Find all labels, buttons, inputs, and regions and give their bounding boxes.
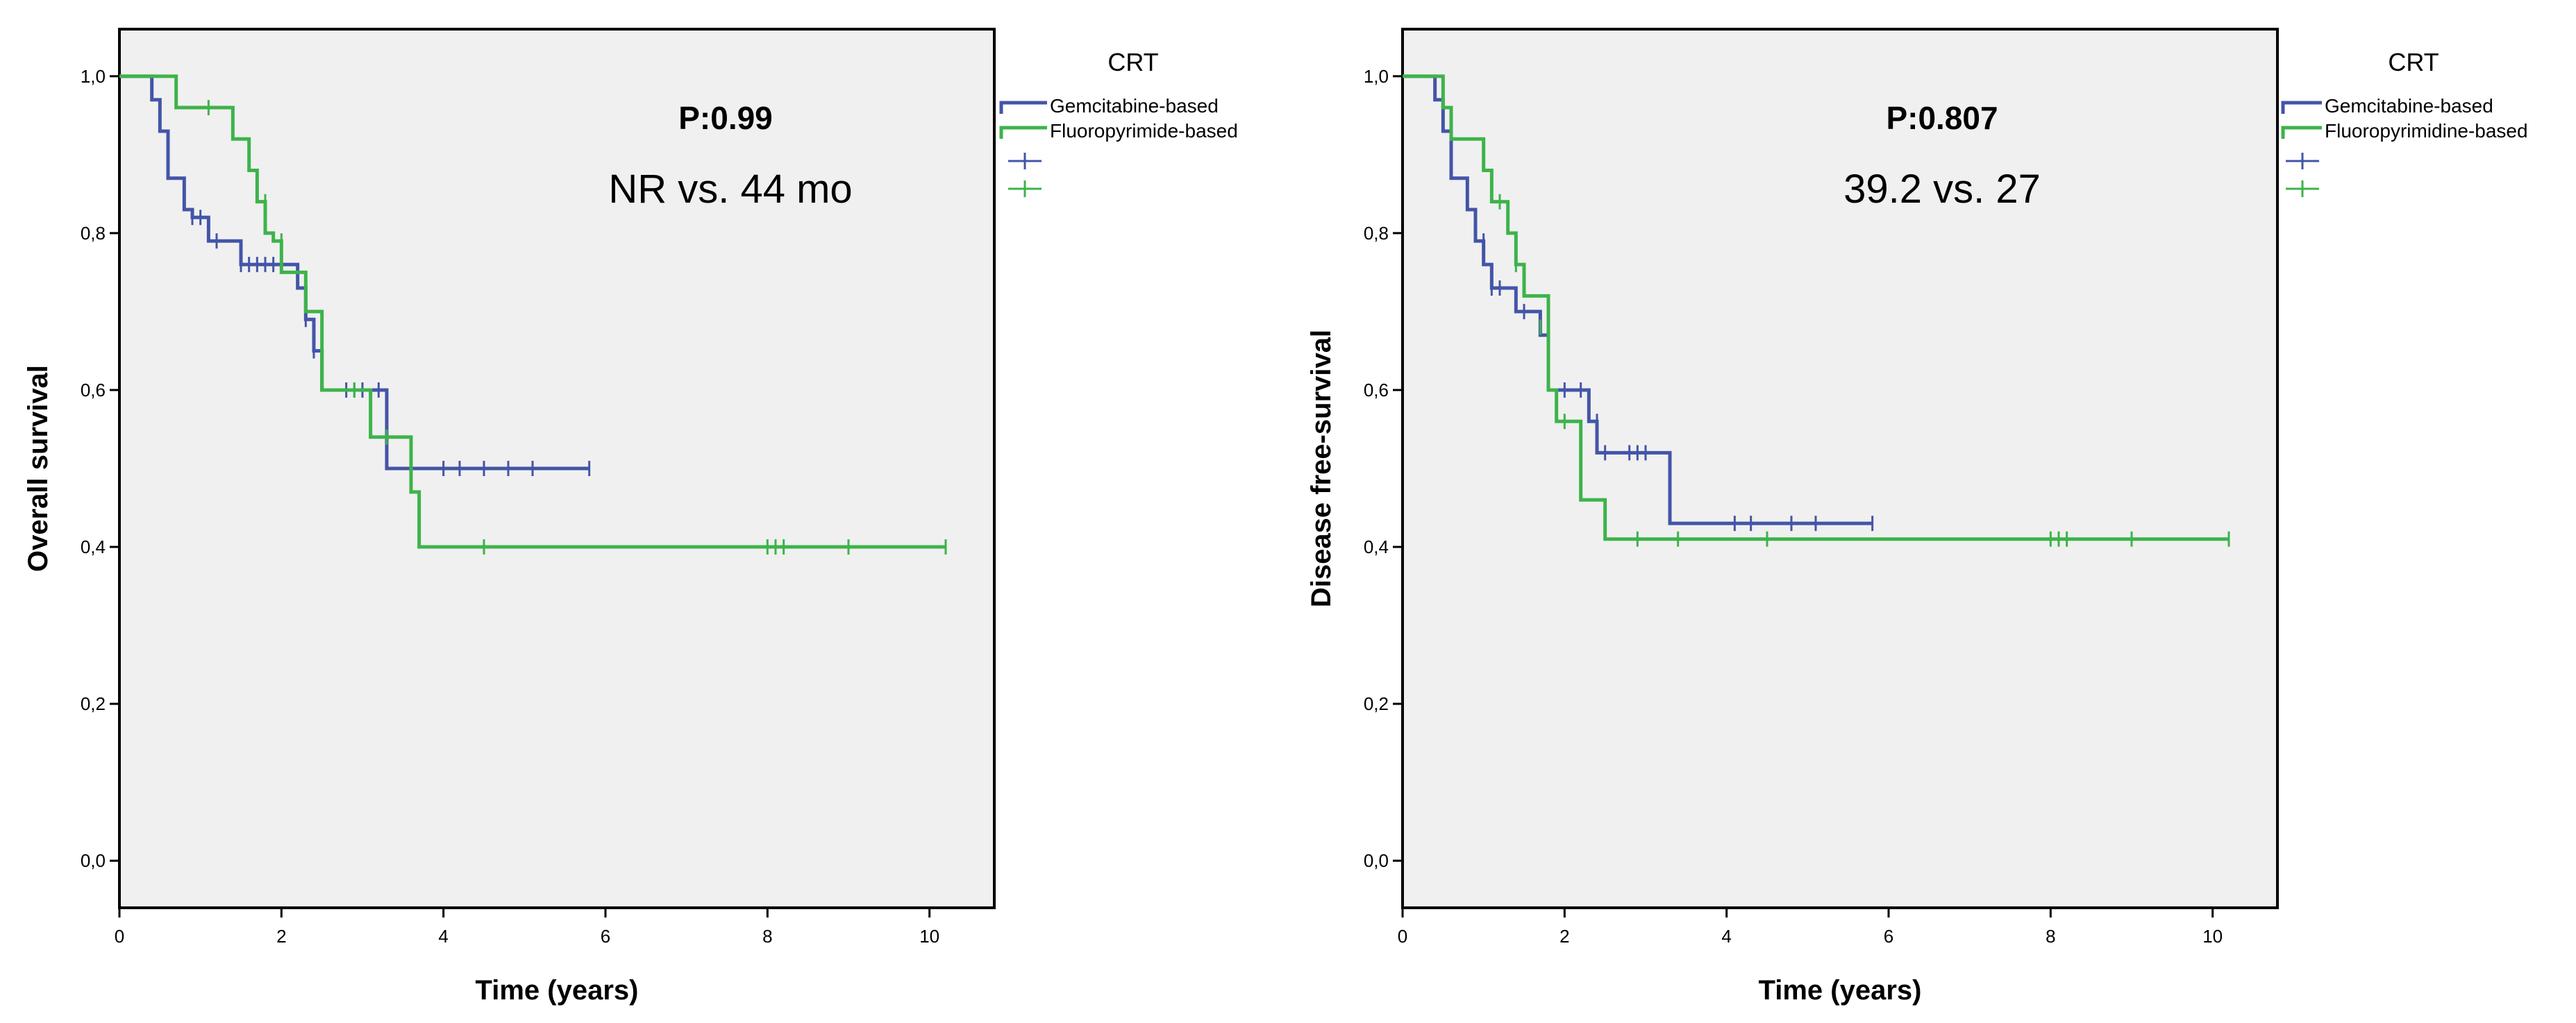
legend-label-fluoropyrimide: Fluoropyrimide-based [1050, 120, 1238, 142]
x-tick-label: 10 [2202, 926, 2223, 947]
x-tick-label: 4 [438, 926, 448, 947]
y-tick-label: 0,8 [81, 223, 106, 244]
y-tick-label: 0,2 [81, 693, 106, 714]
legend-swatch-gemcitabine [999, 101, 1047, 114]
y-tick-label: 0,8 [1364, 223, 1389, 244]
chart-panel-overall-survival: 0,0 0,2 0,4 0,6 0,8 1,0 0 2 4 6 8 10 Overall survi… [23, 28, 1238, 1006]
y-tick-label: 0,4 [1364, 536, 1389, 557]
y-axis: 0,0 0,2 0,4 0,6 0,8 1,0 [81, 66, 119, 871]
y-tick-label: 0,0 [1364, 850, 1389, 871]
y-tick-label: 0,0 [81, 850, 106, 871]
survival-curves [1403, 74, 2230, 547]
legend-item-gemcitabine: Gemcitabine-based [999, 95, 1219, 117]
legend-item-censored-fluoropyrimide [1008, 180, 1042, 197]
x-axis: 0 2 4 6 8 10 [115, 908, 939, 947]
y-tick-label: 1,0 [81, 66, 106, 87]
x-tick-label: 10 [919, 926, 939, 947]
x-tick-label: 2 [1559, 926, 1569, 947]
x-tick-label: 0 [1398, 926, 1407, 947]
legend-item-censored-gemcitabine [1008, 153, 1042, 169]
legend-title: CRT [2388, 48, 2439, 76]
legend: CRT Gemcitabine-based Fluoropyrimide-bas… [999, 48, 1238, 197]
x-axis: 0 2 4 6 8 10 [1398, 908, 2223, 947]
survival-curves [119, 74, 947, 555]
x-tick-label: 4 [1721, 926, 1731, 947]
legend-label-fluoropyrimidine: Fluoropyrimidine-based [2325, 120, 2528, 142]
legend-item-fluoropyrimidine: Fluoropyrimidine-based [2281, 120, 2528, 142]
x-tick-label: 6 [1884, 926, 1893, 947]
legend: CRT Gemcitabine-based Fluoropyrimidine-b… [2281, 48, 2528, 197]
legend-item-fluoropyrimide: Fluoropyrimide-based [999, 120, 1238, 142]
legend-swatch-fluoropyrimidine [2281, 126, 2322, 139]
legend-title: CRT [1107, 48, 1158, 76]
y-tick-label: 0,6 [81, 380, 106, 400]
median-survival-annotation: NR vs. 44 mo [608, 167, 852, 212]
y-tick-label: 0,4 [81, 536, 106, 557]
plot-area [1401, 28, 2279, 909]
km-curve-fluoropyrimide [1403, 74, 2229, 541]
legend-swatch-fluoropyrimide [999, 126, 1047, 139]
y-axis-title: Overall survival [23, 365, 53, 572]
legend-label-gemcitabine: Gemcitabine-based [2325, 95, 2493, 117]
x-axis-title: Time (years) [476, 975, 639, 1006]
x-tick-label: 8 [762, 926, 772, 947]
chart-panel-disease-free-survival: 0,0 0,2 0,4 0,6 0,8 1,0 0 2 4 6 8 10 Disease free-… [1306, 28, 2528, 1006]
median-survival-annotation: 39.2 vs. 27 [1843, 167, 2041, 212]
legend-item-censored-fluoropyrimidine [2286, 180, 2319, 197]
legend-swatch-gemcitabine [2281, 101, 2322, 114]
y-tick-label: 0,6 [1364, 380, 1389, 400]
p-value-annotation: P:0.99 [678, 100, 773, 136]
x-tick-label: 0 [115, 926, 124, 947]
y-tick-label: 0,2 [1364, 693, 1389, 714]
km-curve-gemcitabine [1403, 74, 1873, 525]
x-tick-label: 2 [276, 926, 286, 947]
y-axis: 0,0 0,2 0,4 0,6 0,8 1,0 [1364, 66, 1403, 871]
y-axis-title: Disease free-survival [1306, 330, 1337, 607]
p-value-annotation: P:0.807 [1886, 100, 1998, 136]
x-axis-title: Time (years) [1759, 975, 1922, 1006]
x-tick-label: 8 [2046, 926, 2055, 947]
legend-item-censored-gemcitabine [2286, 153, 2319, 169]
legend-item-gemcitabine: Gemcitabine-based [2281, 95, 2493, 117]
legend-label-gemcitabine: Gemcitabine-based [1050, 95, 1219, 117]
y-tick-label: 1,0 [1364, 66, 1389, 87]
x-tick-label: 6 [601, 926, 610, 947]
